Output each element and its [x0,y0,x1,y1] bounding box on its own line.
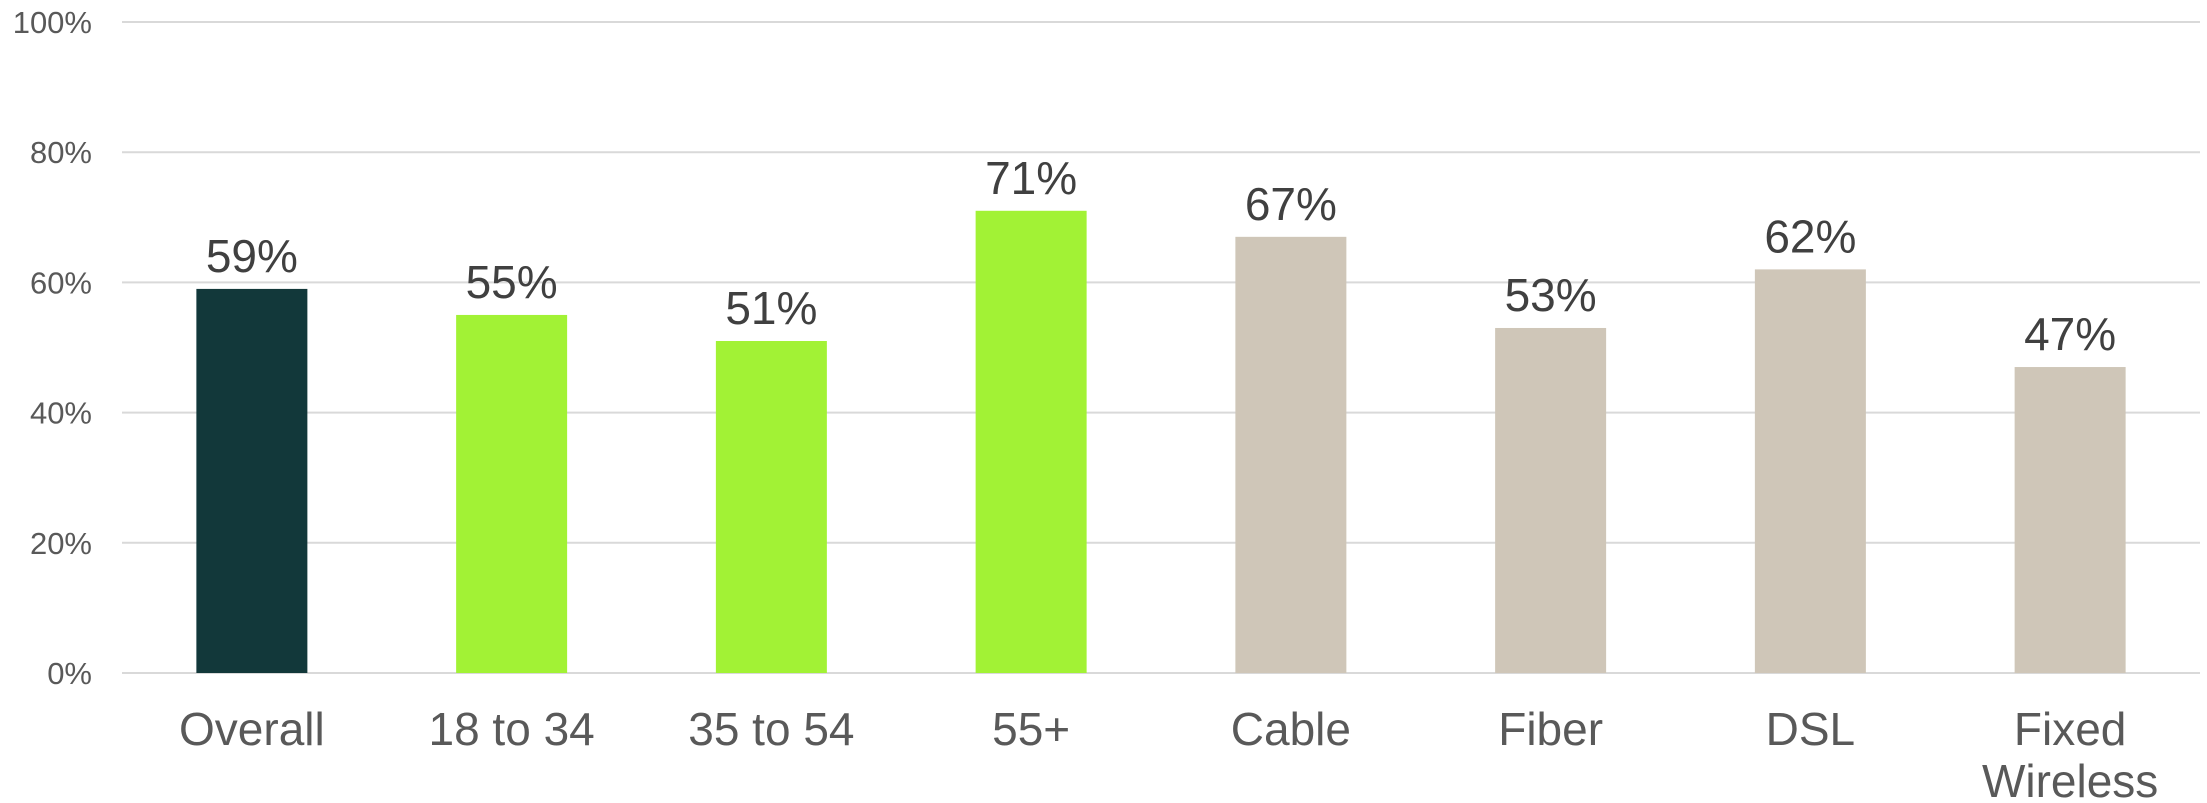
x-tick-label-line: Cable [1231,703,1351,755]
x-tick-label-line: Wireless [1982,755,2158,803]
gridlines [122,21,2200,674]
data-labels: 59% 55% 51% 71% 67% 53% 62% 47% [206,152,2116,360]
x-tick-label-line: Fiber [1498,703,1603,755]
x-tick-label: Overall [179,703,325,755]
y-tick-label: 60% [30,265,92,300]
x-tick-label: 35 to 54 [688,703,854,755]
x-tick-label-line: Fixed [2014,703,2126,755]
x-tick-label: Fixed Wireless [1982,703,2158,803]
data-label: 55% [466,256,558,308]
x-tick-label-line: 35 to 54 [688,703,854,755]
bar [715,340,827,673]
bar [975,210,1087,674]
bar [196,288,308,673]
x-tick-label-line: 18 to 34 [428,703,594,755]
x-tick-label: 55+ [992,703,1070,755]
data-label: 67% [1245,178,1337,230]
data-label: 47% [2024,308,2116,360]
data-label: 53% [1505,269,1597,321]
x-tick-label-line: Overall [179,703,325,755]
y-tick-label: 40% [30,396,92,431]
x-tick-label: DSL [1766,703,1855,755]
x-tick-label: Fiber [1498,703,1603,755]
y-tick-label: 20% [30,526,92,561]
bar [1495,327,1607,673]
x-axis: Overall 18 to 34 35 to 54 55+ Cable Fiber DSL F… [179,703,2158,803]
bar [1235,236,1347,673]
y-tick-label: 100% [13,5,92,40]
x-tick-label: Cable [1231,703,1351,755]
x-tick-label-line: 55+ [992,703,1070,755]
bars [196,210,2126,674]
y-tick-label: 80% [30,135,92,170]
bar [2014,367,2126,673]
data-label: 62% [1764,210,1856,262]
bar [1754,269,1866,673]
data-label: 59% [206,230,298,282]
data-label: 71% [985,152,1077,204]
y-axis: 0% 20% 40% 60% 80% 100% [13,5,92,691]
y-tick-label: 0% [47,656,92,691]
data-label: 51% [725,282,817,334]
bar [456,314,568,673]
x-tick-label-line: DSL [1766,703,1855,755]
x-tick-label: 18 to 34 [428,703,594,755]
